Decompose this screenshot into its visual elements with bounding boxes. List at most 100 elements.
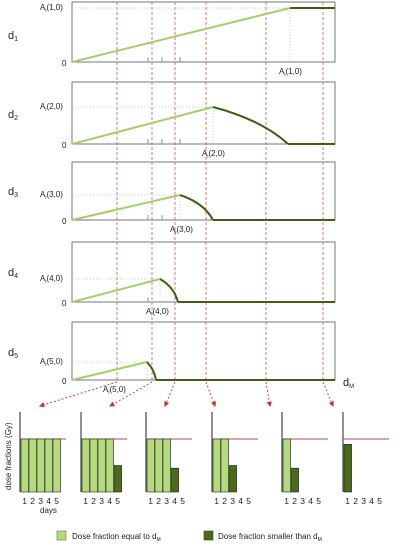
tick-marks bbox=[147, 139, 181, 144]
panel-frame bbox=[71, 81, 336, 145]
top-value-label: Ai(4,0) bbox=[40, 274, 63, 285]
falling-dose-curve bbox=[159, 278, 179, 303]
bar-full-dose bbox=[212, 438, 221, 493]
bar-partial-dose bbox=[113, 465, 122, 493]
bar-full-dose bbox=[282, 438, 291, 493]
day-tick-label: 1 bbox=[148, 496, 153, 506]
day-tick-label: 1 bbox=[345, 496, 350, 506]
day-tick-label: 5 bbox=[115, 496, 120, 506]
tick-marks bbox=[147, 215, 163, 220]
connector-arrow bbox=[265, 381, 272, 408]
tick-marks bbox=[147, 57, 181, 62]
day-tick-label: 3 bbox=[230, 496, 235, 506]
row-label: d5 bbox=[8, 347, 18, 360]
day-tick-label: 2 bbox=[91, 496, 96, 506]
row-label: d4 bbox=[8, 267, 18, 280]
origin-label: 0 bbox=[62, 217, 67, 226]
day-tick-label: 5 bbox=[54, 496, 59, 506]
bar-full-dose bbox=[36, 438, 45, 493]
rising-dose-line bbox=[71, 7, 291, 63]
day-tick-label: 2 bbox=[353, 496, 358, 506]
legend-label-full-dose: Dose fraction equal to dM bbox=[72, 532, 161, 543]
connector-arrow bbox=[205, 381, 217, 408]
bottom-value-label: Ai(2,0) bbox=[202, 149, 225, 160]
top-value-label: Ai(2,0) bbox=[40, 102, 63, 113]
top-value-label: Ai(5,0) bbox=[40, 357, 63, 368]
day-tick-label: 5 bbox=[180, 496, 185, 506]
panel-d5: d5 0 Ai(5,0) Ai(5,0) dM bbox=[8, 321, 354, 396]
day-tick-label: 3 bbox=[300, 496, 305, 506]
bar-partial-dose bbox=[170, 467, 179, 493]
day-tick-label: 1 bbox=[284, 496, 289, 506]
origin-label: 0 bbox=[62, 299, 67, 308]
day-tick-label: 2 bbox=[156, 496, 161, 506]
falling-dose-curve bbox=[212, 106, 289, 145]
panel-d1: d1 0 Ai(1,0) Ai(1,0) bbox=[8, 1, 336, 78]
day-tick-label: 2 bbox=[222, 496, 227, 506]
falling-dose-curve bbox=[179, 194, 214, 221]
day-tick-label: 5 bbox=[377, 496, 382, 506]
bar-full-dose bbox=[220, 438, 229, 493]
day-tick-label: 2 bbox=[292, 496, 297, 506]
bar-full-dose bbox=[105, 438, 114, 493]
day-tick-label: 5 bbox=[316, 496, 321, 506]
bar-full-dose bbox=[89, 438, 98, 493]
day-tick-label: 4 bbox=[46, 496, 51, 506]
connector-arrow bbox=[38, 381, 118, 408]
connector-arrow bbox=[322, 381, 334, 407]
day-tick-label: 4 bbox=[308, 496, 313, 506]
day-tick-label: 2 bbox=[30, 496, 35, 506]
rising-dose-line bbox=[71, 361, 148, 381]
day-tick-label: 4 bbox=[238, 496, 243, 506]
rising-dose-line bbox=[71, 106, 214, 145]
legend-label-partial-dose: Dose fraction smaller than dM bbox=[218, 532, 322, 543]
rising-dose-line bbox=[71, 278, 161, 303]
legend-swatch-partial-dose bbox=[203, 530, 214, 541]
panel-frame bbox=[71, 1, 336, 63]
bar-full-dose bbox=[146, 438, 155, 493]
day-tick-label: 4 bbox=[369, 496, 374, 506]
bar-full-dose bbox=[154, 438, 163, 493]
row-label: d2 bbox=[8, 109, 18, 122]
bar-partial-dose bbox=[290, 467, 299, 493]
day-tick-label: 3 bbox=[38, 496, 43, 506]
connector-arrows bbox=[38, 381, 334, 408]
bottom-value-label: Ai(1,0) bbox=[279, 67, 302, 78]
rising-dose-line bbox=[71, 194, 181, 221]
bar-full-dose bbox=[28, 438, 37, 493]
bar-full-dose bbox=[162, 438, 171, 493]
vertical-guides bbox=[116, 2, 324, 380]
day-tick-label: 3 bbox=[164, 496, 169, 506]
legend: Dose fraction equal to dM Dose fraction … bbox=[56, 530, 322, 543]
day-tick-label: 1 bbox=[22, 496, 27, 506]
connector-arrow bbox=[164, 381, 176, 407]
day-tick-label: 5 bbox=[246, 496, 251, 506]
origin-label: 0 bbox=[62, 59, 67, 68]
panel-d3: d3 0 Ai(3,0) Ai(3,0) bbox=[8, 161, 336, 236]
bar-partial-dose bbox=[228, 465, 237, 493]
day-tick-label: 4 bbox=[172, 496, 177, 506]
panel-d2: d2 0 Ai(2,0) Ai(2,0) bbox=[8, 81, 336, 160]
top-value-label: Ai(3,0) bbox=[40, 190, 63, 201]
bar-full-dose bbox=[52, 438, 61, 493]
bar-full-dose bbox=[20, 438, 29, 493]
day-tick-label: 3 bbox=[99, 496, 104, 506]
day-tick-label: 1 bbox=[83, 496, 88, 506]
bottom-value-label: Ai(4,0) bbox=[146, 307, 169, 318]
bottom-value-label: Ai(3,0) bbox=[170, 225, 193, 236]
origin-label: 0 bbox=[62, 141, 67, 150]
day-tick-label: 1 bbox=[214, 496, 219, 506]
bottom-value-label: Ai(5,0) bbox=[103, 385, 126, 396]
connector-arrow bbox=[109, 381, 153, 407]
dm-label: dM bbox=[343, 377, 354, 390]
legend-swatch-full-dose bbox=[56, 530, 67, 541]
bar-partial-dose bbox=[343, 443, 352, 493]
day-tick-label: 4 bbox=[107, 496, 112, 506]
bar-panel-y-axis-label: dose fractions (Gy) bbox=[4, 422, 13, 490]
day-tick-label: 3 bbox=[361, 496, 366, 506]
bar-panel-x-axis-label: days bbox=[40, 506, 57, 515]
row-label: d1 bbox=[8, 30, 18, 43]
falling-dose-curve bbox=[146, 361, 157, 381]
bar-full-dose bbox=[44, 438, 53, 493]
